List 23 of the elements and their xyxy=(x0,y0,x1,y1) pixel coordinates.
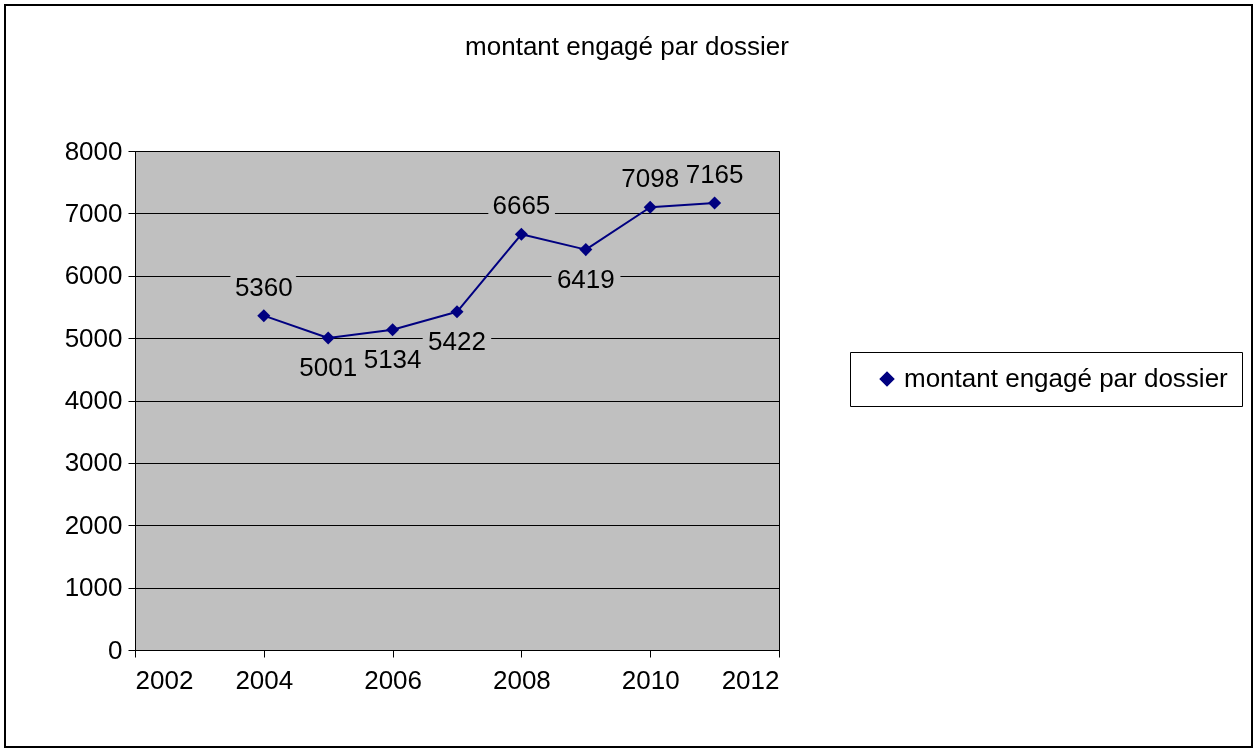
data-label: 5360 xyxy=(234,271,293,302)
data-label: 7165 xyxy=(685,159,744,190)
x-tick-label: 2008 xyxy=(492,664,551,695)
data-label: 5001 xyxy=(299,352,358,383)
y-tick-label: 1000 xyxy=(64,572,123,603)
y-tick-label: 7000 xyxy=(64,197,123,228)
x-tick-label: 2010 xyxy=(621,664,680,695)
y-tick-label: 6000 xyxy=(64,260,123,291)
x-tick-label: 2002 xyxy=(135,664,194,695)
y-tick-label: 5000 xyxy=(64,322,123,353)
data-label: 6665 xyxy=(492,190,551,221)
chart-title: montant engagé par dossier xyxy=(465,31,790,61)
x-tick-label: 2012 xyxy=(721,664,780,695)
data-label: 5134 xyxy=(363,343,422,374)
y-tick-label: 3000 xyxy=(64,447,123,478)
y-tick-label: 4000 xyxy=(64,385,123,415)
x-tick-label: 2006 xyxy=(364,664,423,695)
legend-label: montant engagé par dossier xyxy=(904,363,1229,393)
y-tick-label: 0 xyxy=(108,634,123,665)
y-tick-label: 2000 xyxy=(64,509,123,540)
x-tick-label: 2004 xyxy=(235,664,294,695)
y-tick-label: 8000 xyxy=(64,135,123,166)
data-label: 7098 xyxy=(621,163,680,194)
